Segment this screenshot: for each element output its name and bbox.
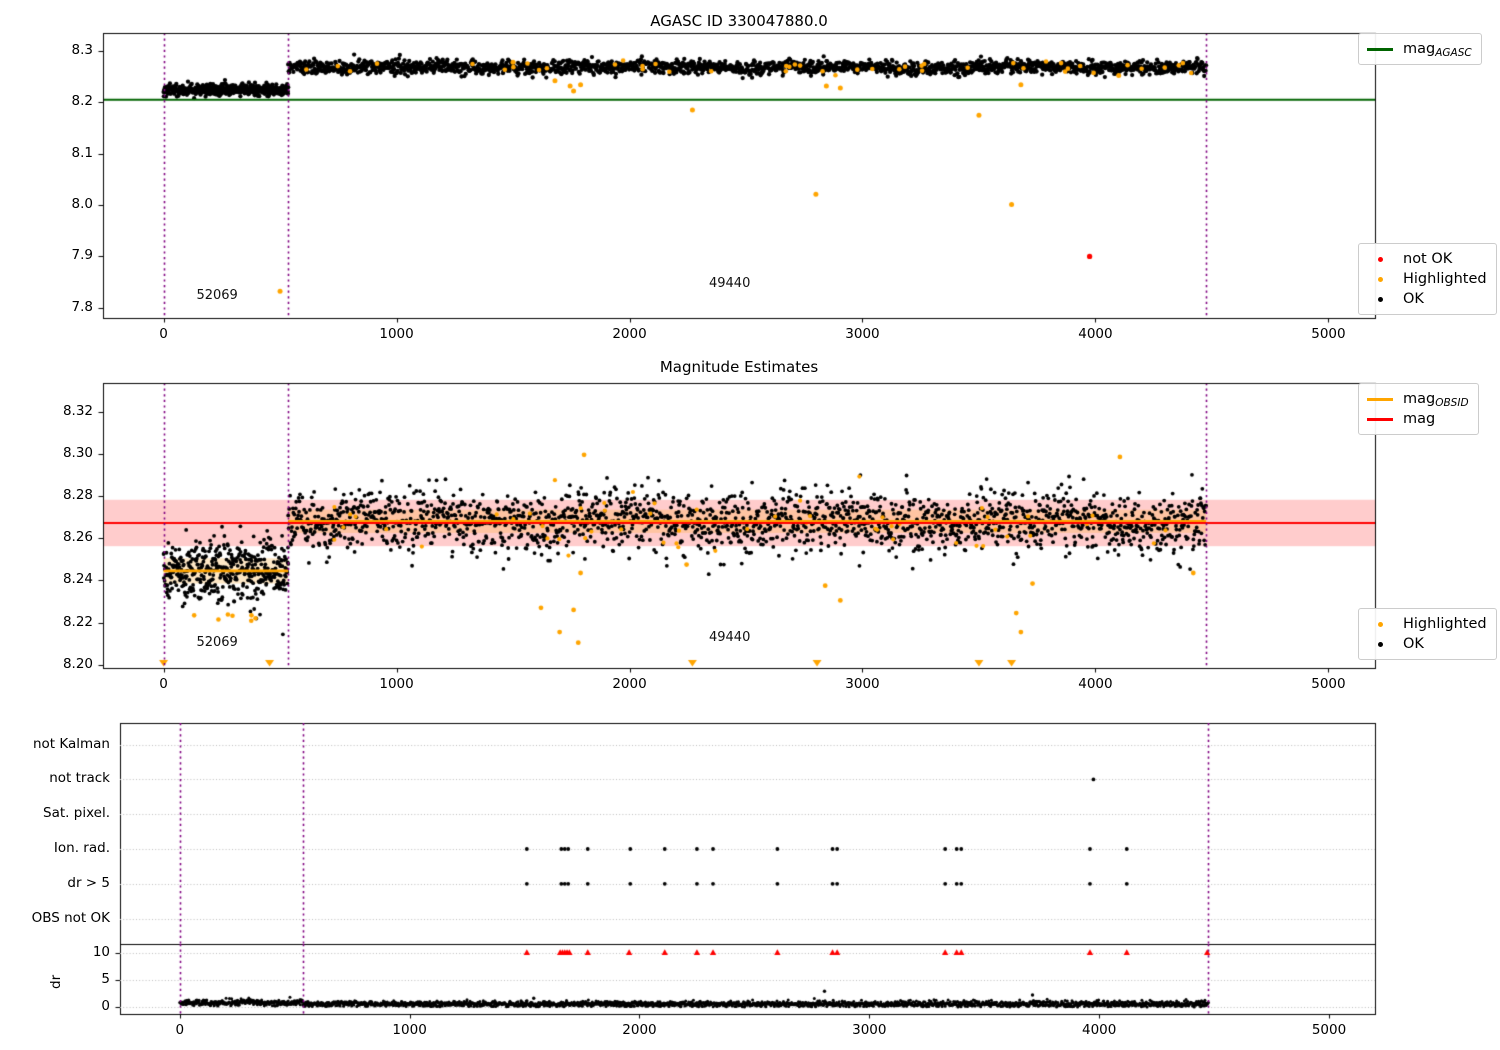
figure-root: AGASC ID 330047880.0 0 1000 2000 3000 4000 500… (0, 0, 1500, 1050)
plot-canvas (0, 0, 1500, 1050)
